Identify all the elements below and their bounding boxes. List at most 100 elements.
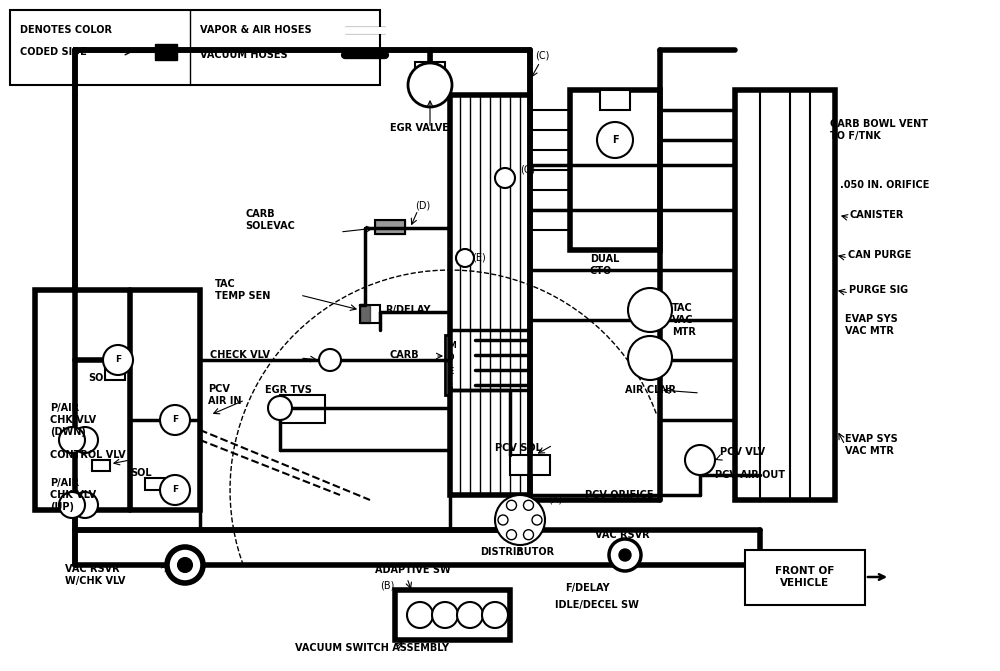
Text: .050 IN. ORIFICE: .050 IN. ORIFICE [840, 180, 929, 190]
Circle shape [498, 515, 508, 525]
Text: O: O [448, 354, 454, 362]
Bar [10, 10, 380, 85]
Circle shape [524, 529, 534, 539]
Text: F: F [115, 356, 121, 364]
Circle shape [167, 547, 203, 583]
Bar [360, 305, 370, 323]
Text: VAC RSVR
W/CHK VLV: VAC RSVR W/CHK VLV [65, 564, 125, 586]
Text: (B): (B) [380, 580, 394, 590]
Text: DISTRIBUTOR: DISTRIBUTOR [480, 547, 554, 557]
Text: (E): (E) [472, 253, 486, 263]
Text: P/AIR
CHK VLV
(UP): P/AIR CHK VLV (UP) [50, 478, 96, 511]
Text: PCV ORIFICE: PCV ORIFICE [585, 490, 654, 500]
Text: F: F [172, 486, 178, 495]
Text: TAC
TEMP SEN: TAC TEMP SEN [215, 279, 270, 301]
Circle shape [160, 475, 190, 505]
Text: CANISTER: CANISTER [850, 210, 904, 220]
Bar [35, 290, 200, 510]
Text: F: F [172, 415, 178, 425]
Circle shape [685, 445, 715, 475]
Text: SOL: SOL [130, 468, 152, 478]
Circle shape [495, 168, 515, 188]
Bar [600, 90, 630, 110]
Circle shape [457, 602, 483, 628]
Text: CODED SIDE: CODED SIDE [20, 47, 87, 57]
Text: VACUUM HOSES: VACUUM HOSES [200, 50, 288, 60]
Text: (G): (G) [520, 165, 535, 175]
Circle shape [482, 602, 508, 628]
Text: F: F [612, 135, 618, 145]
Circle shape [507, 529, 516, 539]
Circle shape [495, 495, 545, 545]
Text: VAPOR & AIR HOSES: VAPOR & AIR HOSES [200, 25, 312, 35]
Text: E: E [448, 368, 453, 376]
Circle shape [59, 427, 85, 453]
Text: FRONT OF
VEHICLE: FRONT OF VEHICLE [775, 566, 835, 588]
Text: EVAP SYS
VAC MTR: EVAP SYS VAC MTR [845, 314, 898, 336]
Bar [375, 220, 405, 234]
Circle shape [432, 602, 458, 628]
Text: CHECK VLV: CHECK VLV [210, 350, 270, 360]
Text: PURGE SIG: PURGE SIG [849, 285, 908, 295]
Circle shape [268, 396, 292, 420]
Text: P/AIR
CHK VLV
(DWN): P/AIR CHK VLV (DWN) [50, 403, 96, 437]
Circle shape [72, 427, 98, 453]
Text: CARB: CARB [390, 350, 420, 360]
Text: DENOTES COLOR: DENOTES COLOR [20, 25, 112, 35]
Circle shape [524, 501, 534, 510]
Text: CAN PURGE: CAN PURGE [848, 250, 911, 260]
Bar [395, 590, 510, 640]
Circle shape [59, 492, 85, 518]
Circle shape [628, 336, 672, 380]
Bar [510, 455, 550, 475]
Text: CARB
SOLEVAC: CARB SOLEVAC [245, 209, 295, 231]
Text: PCV
AIR IN: PCV AIR IN [208, 384, 242, 406]
Bar [105, 368, 125, 380]
Bar [735, 90, 835, 500]
Bar [570, 90, 660, 250]
Circle shape [532, 515, 542, 525]
Bar [280, 395, 325, 423]
Circle shape [507, 501, 516, 510]
Text: CONTROL VLV: CONTROL VLV [50, 450, 126, 460]
Bar [445, 335, 475, 395]
Text: DUAL
CTO: DUAL CTO [590, 254, 619, 276]
Bar [155, 44, 177, 60]
Bar [360, 305, 380, 323]
Circle shape [72, 492, 98, 518]
Circle shape [619, 549, 631, 561]
Circle shape [407, 602, 433, 628]
Text: S: S [448, 382, 453, 391]
Text: (C): (C) [535, 50, 549, 60]
Text: IDLE/DECEL SW: IDLE/DECEL SW [555, 600, 639, 610]
Circle shape [609, 539, 641, 571]
Text: F/DELAY: F/DELAY [565, 583, 610, 593]
Text: SOL: SOL [88, 373, 110, 383]
Text: EGR VALVE: EGR VALVE [390, 123, 449, 133]
Text: AIR CLNR: AIR CLNR [625, 385, 676, 395]
Bar [375, 220, 405, 234]
Bar [745, 550, 865, 605]
Bar [415, 62, 445, 74]
Circle shape [628, 288, 672, 332]
Text: EGR TVS: EGR TVS [265, 385, 312, 395]
Bar [145, 478, 165, 490]
Text: PCV AIR OUT: PCV AIR OUT [715, 470, 785, 480]
Text: VACUUM SWITCH ASSEMBLY: VACUUM SWITCH ASSEMBLY [295, 643, 449, 653]
Text: PCV SOL: PCV SOL [495, 443, 542, 453]
Bar [92, 460, 110, 471]
Text: VAC RSVR: VAC RSVR [595, 530, 650, 540]
Circle shape [597, 122, 633, 158]
Text: TAC
VAC
MTR: TAC VAC MTR [672, 303, 696, 337]
Text: (D): (D) [415, 200, 430, 210]
Text: PCV VLV: PCV VLV [720, 447, 765, 457]
Circle shape [456, 249, 474, 267]
Circle shape [408, 63, 452, 107]
Circle shape [178, 558, 192, 572]
Bar [450, 95, 530, 495]
Text: (A): (A) [548, 495, 562, 505]
Text: ADAPTIVE SW: ADAPTIVE SW [375, 565, 451, 575]
Circle shape [103, 345, 133, 375]
Circle shape [319, 349, 341, 371]
Text: R/DELAY: R/DELAY [385, 305, 430, 315]
